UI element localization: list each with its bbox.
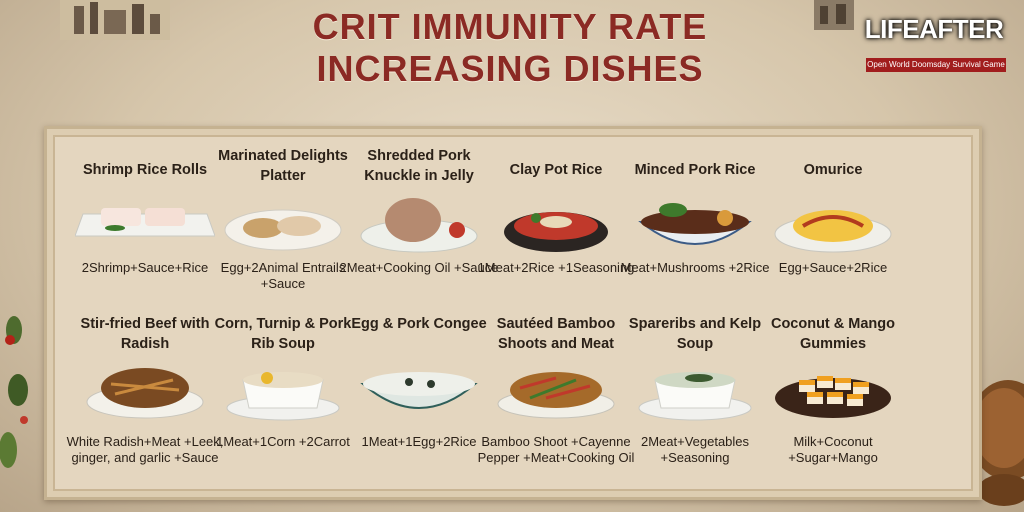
dish-card: Stir-fried Beef with Radish White Radish+… — [67, 308, 224, 488]
dish-recipe: 2Meat+Cooking Oil +Sauce — [339, 260, 499, 275]
herb-decoration-icon — [0, 316, 28, 468]
dish-name: Corn, Turnip & Pork Rib Soup — [214, 316, 352, 352]
dish-card: Sautéed Bamboo Shoots and Meat Bamboo Sho… — [478, 308, 635, 488]
dish-name: Omurice — [803, 162, 863, 178]
dish-recipe: 2Meat+Vegetables +Seasoning — [640, 434, 750, 465]
dish-recipe: Bamboo Shoot +Cayenne Pepper +Meat+Cooki… — [477, 434, 635, 465]
platter-icon — [213, 192, 353, 256]
dish-name: Minced Pork Rice — [634, 162, 756, 178]
logo-name: LIFEAFTER — [864, 14, 1004, 44]
building-decoration-icon — [60, 0, 170, 40]
dish-name: Clay Pot Rice — [509, 162, 603, 178]
dish-name: Shredded Pork Knuckle in Jelly — [364, 148, 474, 184]
dish-recipe: Milk+Coconut +Sugar+Mango — [788, 434, 878, 465]
dish-recipe: 1Meat+1Corn +2Carrot — [216, 434, 350, 449]
dish-card: Spareribs and Kelp Soup 2Meat+Vegetables … — [620, 308, 770, 488]
title-line-1: CRIT IMMUNITY RATE — [312, 6, 708, 47]
dish-name: Spareribs and Kelp Soup — [628, 316, 762, 352]
dish-card: Shrimp Rice Rolls 2Shrimp+Sauce+Rice — [70, 142, 220, 322]
bamboo-dish-icon — [486, 358, 626, 422]
dish-recipe: 2Shrimp+Sauce+Rice — [81, 260, 209, 275]
dish-recipe: Egg+2Animal Entrails +Sauce — [220, 260, 346, 291]
gummies-icon — [763, 358, 903, 422]
dish-card: Marinated Delights Platter Egg+2Animal En… — [208, 142, 358, 322]
dish-card: Egg & Pork Congee 1Meat+1Egg+2Rice — [344, 308, 494, 488]
dish-card: Omurice Egg+Sauce+2Rice — [758, 142, 908, 322]
stir-fry-icon — [75, 358, 215, 422]
logo-tagline: Open World Doomsday Survival Game — [866, 58, 1006, 72]
kelp-soup-icon — [625, 358, 765, 422]
dish-name: Stir-fried Beef with Radish — [80, 316, 210, 352]
dish-card: Coconut & Mango Gummies Milk+Coconut +Sug… — [758, 308, 908, 488]
dish-card: Corn, Turnip & Pork Rib Soup 1Meat+1Corn … — [208, 308, 358, 488]
dish-card: Clay Pot Rice 1Meat+2Rice +1Seasoning — [478, 142, 635, 322]
dish-recipe: 1Meat+1Egg+2Rice — [361, 434, 477, 449]
dish-card: Minced Pork Rice Meat+Mushrooms +2Rice — [620, 142, 770, 322]
page-title: CRIT IMMUNITY RATE INCREASING DISHES — [200, 6, 820, 90]
dish-recipe: 1Meat+2Rice +1Seasoning — [477, 260, 635, 275]
pork-rice-bowl-icon — [625, 192, 765, 256]
dish-recipe: Meat+Mushrooms +2Rice — [620, 260, 770, 275]
bread-decoration-icon — [968, 380, 1024, 506]
dish-name: Egg & Pork Congee — [351, 316, 487, 332]
dish-name: Shrimp Rice Rolls — [82, 162, 208, 178]
congee-icon — [349, 358, 489, 422]
rice-roll-icon — [74, 192, 216, 256]
game-logo: LIFEAFTER Open World Doomsday Survival G… — [860, 14, 1008, 78]
dish-recipe: Egg+Sauce+2Rice — [778, 260, 888, 275]
building-decoration-icon — [814, 0, 854, 30]
clay-pot-icon — [486, 192, 626, 256]
dish-name: Marinated Delights Platter — [218, 148, 348, 184]
pork-knuckle-icon — [349, 192, 489, 256]
dish-board — [44, 126, 982, 500]
title-line-2: INCREASING DISHES — [316, 48, 704, 89]
dish-name: Sautéed Bamboo Shoots and Meat — [496, 316, 616, 352]
omurice-icon — [763, 192, 903, 256]
dish-recipe: White Radish+Meat +Leek, ginger, and gar… — [66, 434, 224, 465]
dish-name: Coconut & Mango Gummies — [770, 316, 896, 352]
dish-card: Shredded Pork Knuckle in Jelly 2Meat+Cook… — [340, 142, 499, 322]
soup-bowl-icon — [213, 358, 353, 422]
